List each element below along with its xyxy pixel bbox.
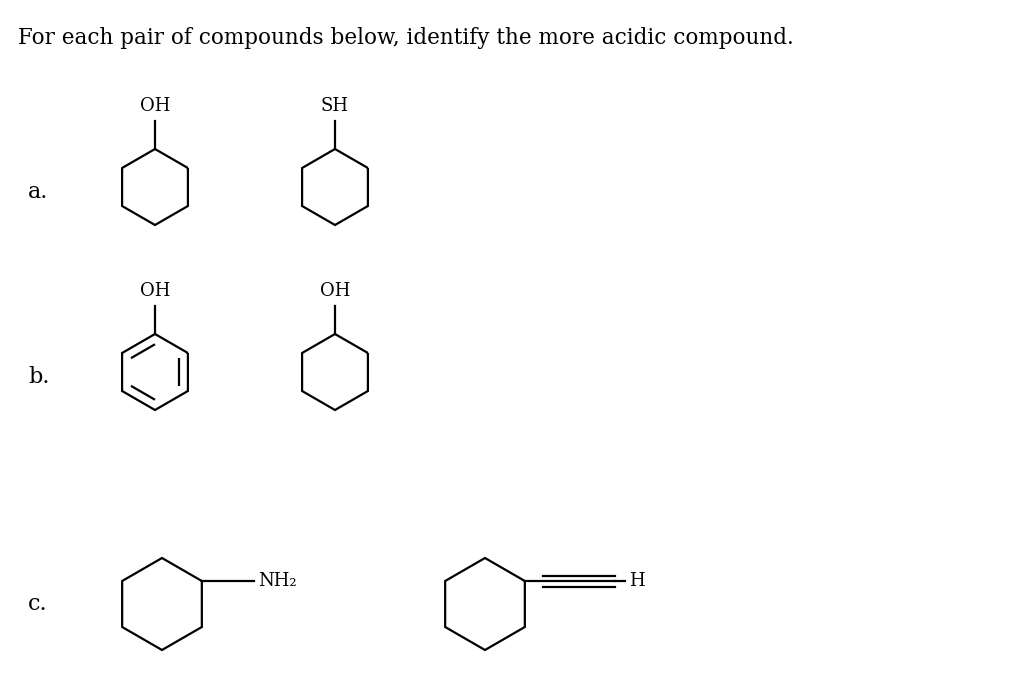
Text: b.: b.	[28, 366, 49, 388]
Text: c.: c.	[28, 593, 48, 615]
Text: SH: SH	[321, 97, 349, 115]
Text: a.: a.	[28, 181, 48, 203]
Text: NH₂: NH₂	[258, 572, 297, 590]
Text: For each pair of compounds below, identify the more acidic compound.: For each pair of compounds below, identi…	[18, 27, 794, 49]
Text: OH: OH	[140, 282, 170, 300]
Text: H: H	[629, 572, 644, 590]
Text: OH: OH	[319, 282, 350, 300]
Text: OH: OH	[140, 97, 170, 115]
